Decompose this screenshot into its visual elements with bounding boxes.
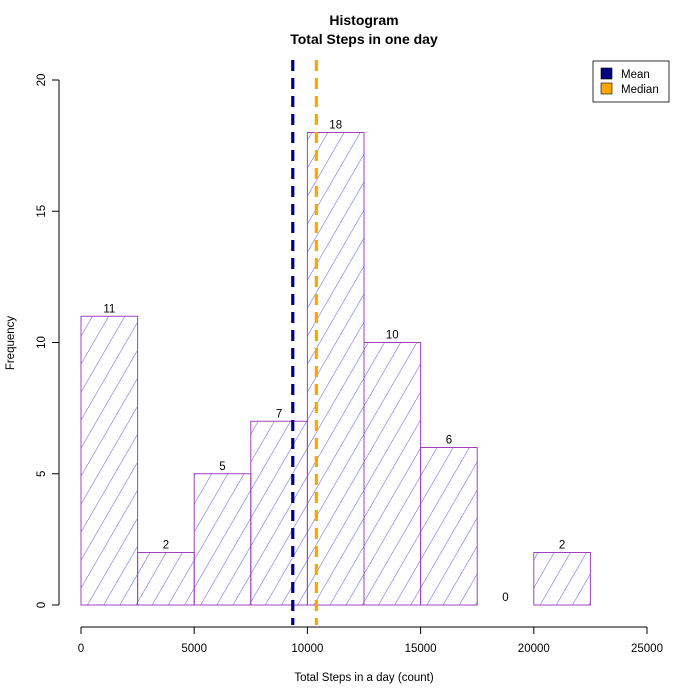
- chart-title-line-2: Total Steps in one day: [290, 31, 438, 47]
- chart-title-line-1: Histogram: [329, 12, 398, 28]
- x-tick-label-1: 5000: [181, 643, 207, 655]
- x-tick-label-3: 15000: [405, 643, 437, 655]
- y-axis: 0 5 10 15 20: [36, 74, 60, 608]
- legend-mean-swatch: [600, 67, 613, 80]
- bar-label-7: 0: [502, 592, 508, 604]
- bar-1: [137, 552, 195, 606]
- legend-mean-label: Mean: [621, 69, 650, 81]
- y-tick-label-2: 10: [36, 336, 48, 349]
- y-tick-label-1: 5: [36, 471, 48, 477]
- y-tick-label-3: 15: [36, 205, 48, 218]
- bar-2: [193, 473, 252, 606]
- bar-label-6: 6: [446, 435, 452, 447]
- y-tick-label-0: 0: [36, 602, 48, 608]
- bar-label-1: 2: [163, 540, 169, 552]
- bar-label-8: 2: [559, 540, 565, 552]
- legend-median-label: Median: [621, 84, 659, 96]
- x-tick-label-4: 20000: [518, 643, 550, 655]
- bar-label-0: 11: [103, 303, 115, 315]
- bar-6: [420, 447, 478, 606]
- x-tick-label-0: 0: [78, 643, 84, 655]
- y-axis-label: Frequency: [5, 316, 17, 371]
- x-tick-label-5: 25000: [631, 643, 663, 655]
- bar-label-2: 5: [219, 461, 225, 473]
- bar-5: [363, 342, 422, 606]
- legend: Mean Median: [592, 60, 670, 103]
- y-tick-label-4: 20: [36, 74, 48, 87]
- bar-label-4: 18: [329, 120, 342, 132]
- bar-0: [80, 315, 139, 606]
- bar-label-5: 10: [386, 330, 399, 342]
- x-axis-label: Total Steps in a day (count): [294, 672, 434, 684]
- x-tick-label-2: 10000: [291, 643, 323, 655]
- bar-3: [250, 420, 308, 606]
- bar-8: [533, 552, 591, 606]
- legend-median-swatch: [600, 82, 613, 95]
- bar-labels-group: 11 2 5 7 18 10 6 0 2: [103, 120, 565, 605]
- reference-lines-group: [291, 60, 318, 625]
- bars-group: [80, 132, 591, 606]
- bar-label-3: 7: [276, 408, 282, 420]
- x-axis: 0 5000 10000 15000 20000 25000: [78, 626, 663, 655]
